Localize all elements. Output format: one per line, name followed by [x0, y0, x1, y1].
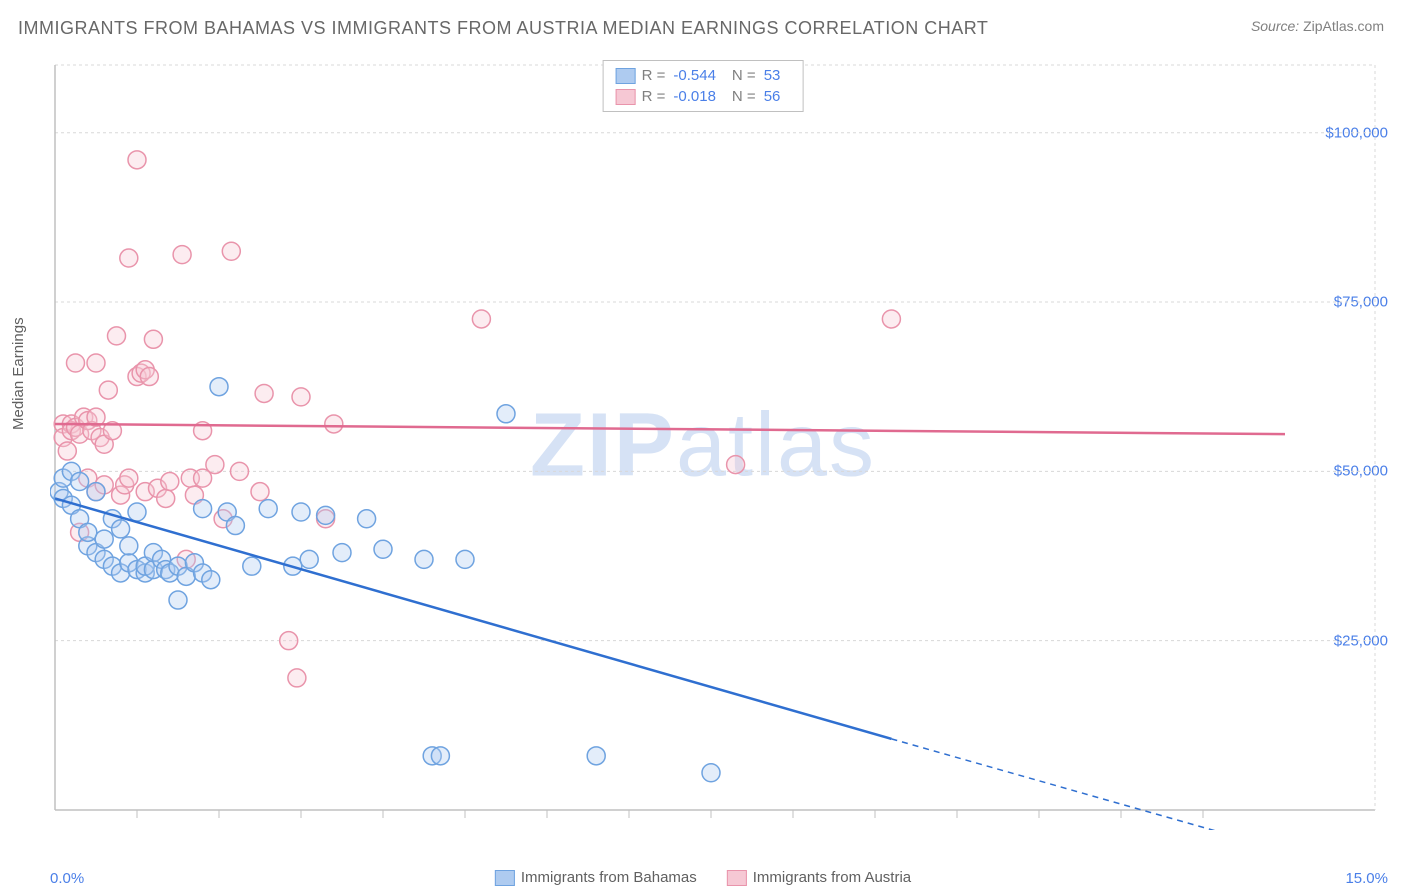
source-attribution: Source: ZipAtlas.com — [1251, 18, 1384, 34]
x-tick-min: 0.0% — [50, 870, 84, 887]
x-tick-max: 15.0% — [1345, 870, 1388, 887]
correlation-legend: R = -0.544 N = 53 R = -0.018 N = 56 — [603, 60, 804, 112]
n-label: N = — [732, 67, 756, 84]
r-value-austria: -0.018 — [673, 88, 716, 105]
series-legend: Immigrants from Bahamas Immigrants from … — [495, 869, 911, 886]
legend-label-austria: Immigrants from Austria — [753, 869, 911, 886]
legend-item-bahamas: Immigrants from Bahamas — [495, 869, 697, 886]
plot-area — [50, 60, 1380, 830]
r-label: R = — [642, 88, 666, 105]
legend-label-bahamas: Immigrants from Bahamas — [521, 869, 697, 886]
source-value: ZipAtlas.com — [1303, 18, 1384, 34]
legend-item-austria: Immigrants from Austria — [727, 869, 911, 886]
n-label: N = — [732, 88, 756, 105]
source-label: Source: — [1251, 18, 1299, 34]
legend-row-austria: R = -0.018 N = 56 — [616, 86, 791, 107]
chart-title: IMMIGRANTS FROM BAHAMAS VS IMMIGRANTS FR… — [18, 18, 988, 39]
legend-row-bahamas: R = -0.544 N = 53 — [616, 65, 791, 86]
n-value-bahamas: 53 — [764, 67, 781, 84]
swatch-austria-bottom — [727, 870, 747, 886]
r-label: R = — [642, 67, 666, 84]
r-value-bahamas: -0.544 — [673, 67, 716, 84]
y-axis-label: Median Earnings — [10, 317, 27, 430]
swatch-bahamas — [616, 68, 636, 84]
swatch-bahamas-bottom — [495, 870, 515, 886]
scatter-chart — [50, 60, 1380, 830]
n-value-austria: 56 — [764, 88, 781, 105]
swatch-austria — [616, 89, 636, 105]
